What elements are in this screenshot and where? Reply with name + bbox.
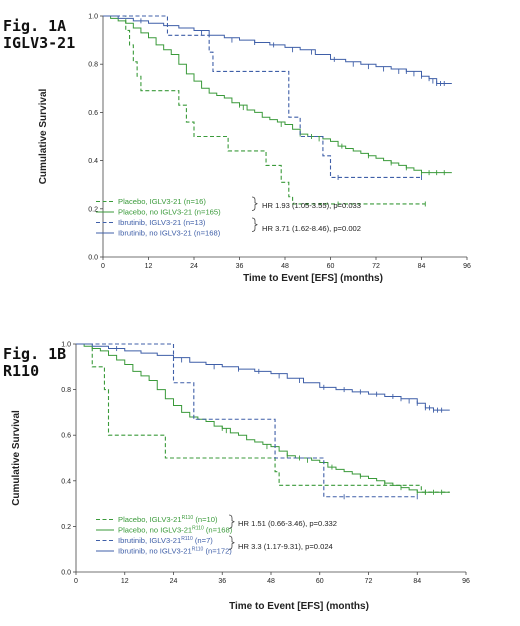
- brace-bracket: [228, 514, 235, 529]
- brace-bracket: [228, 535, 235, 550]
- km-curve-placebo-iglv3-21: [76, 343, 450, 493]
- y-tick-label: 0.4: [88, 158, 98, 165]
- legend-entry: Ibrutinib, no IGLV3-21R110 (n=172): [118, 547, 232, 556]
- panel-label: Fig. 1B: [3, 345, 66, 363]
- y-tick-label: 0.8: [61, 387, 71, 394]
- km-curve-ibrutinib-no-iglv3-21: [76, 343, 450, 411]
- y-tick-label: 1.0: [88, 14, 98, 21]
- km-curve-ibrutinib-iglv3-21: [103, 15, 422, 179]
- hazard-ratio-annotation: HR 3.71 (1.62-8.46), p=0.002: [262, 224, 361, 233]
- y-tick-label: 0.2: [61, 524, 71, 531]
- hazard-ratio-annotation: HR 3.3 (1.17-9.31), p=0.024: [238, 542, 333, 551]
- y-tick-label: 0.0: [88, 255, 98, 262]
- x-tick-label: 36: [236, 263, 244, 270]
- x-tick-label: 72: [372, 263, 380, 270]
- x-tick-label: 12: [121, 578, 129, 585]
- x-tick-label: 48: [267, 578, 275, 585]
- y-axis-title: Cumulative Survival: [11, 410, 22, 506]
- legend-entry: Ibrutinib, IGLV3-21R110 (n=7): [118, 536, 213, 545]
- x-tick-label: 72: [365, 578, 373, 585]
- y-axis-title: Cumulative Survival: [38, 88, 49, 184]
- x-tick-label: 24: [190, 263, 198, 270]
- x-tick-label: 0: [74, 578, 78, 585]
- km-curve-placebo-iglv3-21: [103, 15, 426, 205]
- legend-entry: Placebo, IGLV3-21R110 (n=10): [118, 515, 218, 524]
- x-tick-label: 24: [170, 578, 178, 585]
- x-tick-label: 36: [218, 578, 226, 585]
- hazard-ratio-annotation: HR 1.93 (1.05-3.55), p=0.033: [262, 201, 361, 210]
- y-tick-label: 0.4: [61, 478, 71, 485]
- x-tick-label: 60: [327, 263, 335, 270]
- km-curve-placebo-no-iglv3-21: [76, 343, 450, 493]
- x-axis-title: Time to Event [EFS] (months): [243, 273, 383, 284]
- y-tick-label: 0.8: [88, 62, 98, 69]
- x-tick-label: 84: [413, 578, 421, 585]
- km-curve-ibrutinib-no-iglv3-21: [103, 15, 452, 84]
- brace-bracket: [251, 196, 258, 211]
- x-tick-label: 96: [463, 263, 471, 270]
- x-tick-label: 48: [281, 263, 289, 270]
- x-tick-label: 60: [316, 578, 324, 585]
- legend-entry: Ibrutinib, no IGLV3-21 (n=168): [118, 229, 221, 238]
- x-tick-label: 84: [418, 263, 426, 270]
- hazard-ratio-annotation: HR 1.51 (0.66-3.46), p=0.332: [238, 519, 337, 528]
- y-tick-label: 1.0: [61, 342, 71, 349]
- x-axis-title: Time to Event [EFS] (months): [229, 601, 369, 612]
- legend-entry: Ibrutinib, IGLV3-21 (n=13): [118, 218, 206, 227]
- km-curve-ibrutinib-iglv3-21: [76, 343, 418, 498]
- y-tick-label: 0.6: [61, 433, 71, 440]
- km-curve-placebo-no-iglv3-21: [103, 15, 452, 174]
- x-tick-label: 96: [462, 578, 470, 585]
- panel-subtitle: IGLV3-21: [3, 34, 75, 52]
- legend-entry: Placebo, IGLV3-21 (n=16): [118, 197, 206, 206]
- legend-entry: Placebo, no IGLV3-21 (n=165): [118, 208, 221, 217]
- y-tick-label: 0.2: [88, 206, 98, 213]
- panel-subtitle: R110: [3, 362, 39, 380]
- legend-entry: Placebo, no IGLV3-21R110 (n=168): [118, 526, 233, 535]
- brace-bracket: [251, 217, 258, 232]
- x-tick-label: 0: [101, 263, 105, 270]
- y-tick-label: 0.6: [88, 110, 98, 117]
- y-tick-label: 0.0: [61, 570, 71, 577]
- panel-label: Fig. 1A: [3, 17, 66, 35]
- x-tick-label: 12: [145, 263, 153, 270]
